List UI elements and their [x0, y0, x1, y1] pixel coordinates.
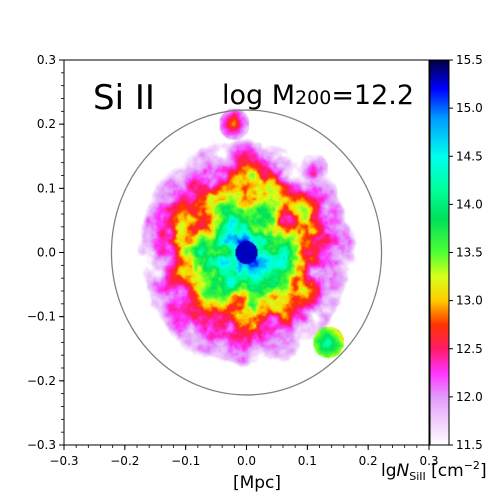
halo-mass-subscript: 200: [295, 87, 331, 109]
colorbar-tick-label: 14.5: [456, 149, 483, 163]
y-tick-label: −0.3: [27, 438, 56, 452]
halo-mass-value: =12.2: [331, 80, 414, 111]
y-tick-label: −0.2: [27, 374, 56, 388]
colorbar-title-subscript: SiII: [409, 470, 426, 483]
y-tick-label: 0.3: [37, 53, 56, 67]
colorbar-tick-label: 13.0: [456, 294, 483, 308]
colorbar-title: lgNSiII [cm−2]: [381, 459, 487, 483]
x-axis: −0.3 −0.2 −0.1 0.0 0.1 0.2 0.3: [49, 445, 439, 468]
y-axis: −0.3 −0.2 −0.1 0.0 0.1 0.2 0.3: [27, 53, 64, 452]
colorbar-title-N: N: [397, 461, 410, 481]
colorbar-title-exponent: −2: [464, 459, 480, 472]
colorbar-tick-label: 14.0: [456, 197, 483, 211]
y-tick-label: −0.1: [27, 310, 56, 324]
colorbar-tick-label: 15.0: [456, 101, 483, 115]
colorbar-title-prefix: lg: [381, 461, 397, 481]
colorbar-title-close: ]: [480, 461, 487, 481]
colorbar-tick-label: 11.5: [456, 438, 483, 452]
x-tick-label: 0.3: [419, 454, 438, 468]
halo-mass-prefix: log M: [222, 80, 295, 111]
y-tick-label: 0.2: [37, 117, 56, 131]
colorbar-tick-label: 12.5: [456, 342, 483, 356]
virial-radius-circle: [110, 109, 383, 396]
species-label: Si II: [93, 78, 155, 118]
x-tick-label: 0.0: [237, 454, 256, 468]
column-density-image: [64, 60, 429, 445]
x-tick-label: 0.2: [359, 454, 378, 468]
x-tick-label: 0.1: [298, 454, 317, 468]
colorbar-tick-label: 15.5: [456, 53, 483, 67]
x-tick-label: −0.3: [49, 454, 78, 468]
colorbar-tick-label: 12.0: [456, 390, 483, 404]
colorbar: [429, 59, 450, 446]
colorbar-axis: 11.5 12.0 12.5 13.0 13.5 14.0 14.5 15.0 15.5: [449, 53, 483, 452]
colorbar-title-unit: [cm: [426, 461, 464, 481]
x-tick-label: −0.1: [171, 454, 200, 468]
y-tick-label: 0.1: [37, 181, 56, 195]
y-tick-label: 0.0: [37, 246, 56, 260]
column-density-map: [64, 60, 429, 445]
colorbar-tick-label: 13.5: [456, 246, 483, 260]
halo-mass-label: log M200=12.2: [222, 80, 414, 111]
x-tick-label: −0.2: [110, 454, 139, 468]
x-axis-title: [Mpc]: [233, 473, 281, 493]
